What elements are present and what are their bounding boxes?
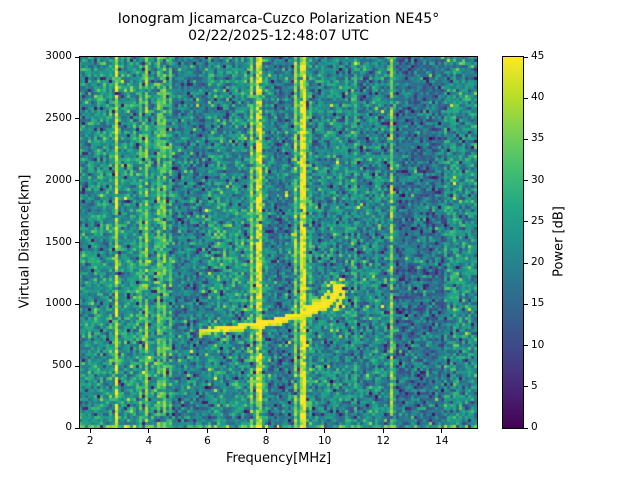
colorbar-tick-mark	[524, 262, 528, 264]
colorbar-gradient	[503, 57, 523, 428]
y-tick-mark	[75, 303, 79, 305]
x-tick-mark	[265, 429, 267, 433]
x-tick-mark	[89, 429, 91, 433]
colorbar-tick-label: 10	[531, 338, 545, 351]
colorbar-label: Power [dB]	[551, 206, 567, 277]
x-tick-mark	[206, 429, 208, 433]
colorbar-tick-label: 40	[531, 91, 545, 104]
colorbar-tick-mark	[524, 56, 528, 58]
colorbar-tick-mark	[524, 180, 528, 182]
colorbar-tick-label: 25	[531, 214, 545, 227]
y-tick-label: 3000	[45, 50, 72, 62]
plot-area	[79, 56, 478, 429]
colorbar-tick-label: 20	[531, 256, 545, 269]
x-axis-label: Frequency[MHz]	[225, 451, 332, 466]
colorbar-tick-mark	[524, 345, 528, 347]
x-tick-label: 2	[86, 435, 94, 447]
y-tick-mark	[75, 118, 79, 120]
chart-title-line1: Ionogram Jicamarca-Cuzco Polarization NE…	[117, 11, 440, 27]
x-tick-label: 4	[145, 435, 153, 447]
x-tick-mark	[441, 429, 443, 433]
colorbar-tick-label: 35	[531, 132, 545, 145]
y-tick-label: 1500	[45, 235, 72, 248]
colorbar-tick-label: 0	[531, 421, 538, 433]
colorbar-tick-mark	[524, 221, 528, 223]
y-tick-mark	[75, 56, 79, 58]
colorbar-tick-label: 45	[531, 50, 545, 62]
x-tick-label: 6	[204, 435, 211, 447]
x-tick-label: 8	[262, 435, 270, 447]
colorbar	[502, 56, 524, 429]
y-tick-mark	[75, 180, 79, 182]
colorbar-tick-mark	[524, 427, 528, 429]
colorbar-tick-label: 30	[531, 173, 545, 186]
x-tick-label: 12	[376, 435, 390, 447]
x-tick-mark	[324, 429, 326, 433]
colorbar-tick-label: 15	[531, 297, 545, 310]
y-tick-label: 2500	[45, 111, 72, 124]
x-tick-label: 10	[317, 435, 332, 447]
colorbar-tick-mark	[524, 386, 528, 388]
y-tick-mark	[75, 365, 79, 367]
chart-title: Ionogram Jicamarca-Cuzco Polarization NE…	[80, 11, 477, 45]
colorbar-tick-mark	[524, 97, 528, 99]
y-tick-label: 0	[65, 421, 72, 433]
x-tick-mark	[382, 429, 384, 433]
chart-title-line2: 02/22/2025-12:48:07 UTC	[188, 28, 369, 44]
y-tick-label: 1000	[45, 297, 72, 310]
colorbar-tick-label: 5	[531, 379, 538, 392]
y-tick-label: 2000	[45, 173, 72, 186]
x-tick-label: 14	[435, 435, 449, 447]
y-tick-mark	[75, 427, 79, 429]
colorbar-tick-mark	[524, 138, 528, 140]
colorbar-tick-mark	[524, 303, 528, 305]
y-tick-mark	[75, 242, 79, 243]
y-tick-label: 500	[51, 359, 72, 372]
ionogram-heatmap	[80, 57, 477, 428]
x-tick-mark	[148, 429, 150, 433]
